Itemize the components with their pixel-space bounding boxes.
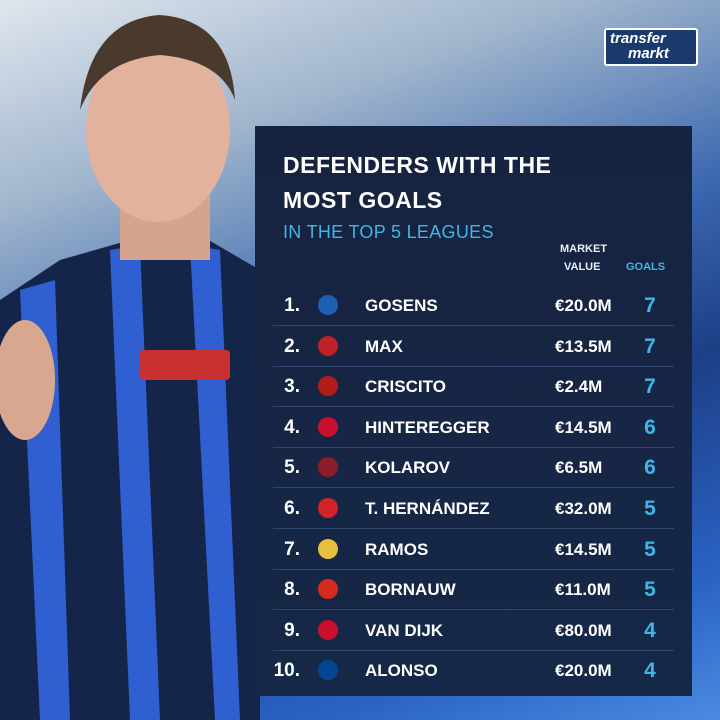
hand — [0, 320, 55, 440]
market-value: €80.0M — [555, 620, 612, 640]
row-separator — [273, 325, 674, 326]
player-name: RAMOS — [365, 539, 429, 559]
face — [86, 38, 230, 222]
goals: 5 — [644, 537, 656, 561]
club-crest — [318, 457, 338, 478]
player-name: MAX — [365, 336, 403, 356]
rank: 3. — [284, 376, 300, 398]
row-separator — [273, 487, 674, 489]
goals: 5 — [644, 497, 656, 520]
goals: 4 — [644, 659, 656, 683]
market-value: €6.5M — [555, 458, 603, 478]
column-header: MARKET — [560, 243, 608, 255]
goals: 7 — [644, 334, 656, 358]
club-crest — [318, 376, 338, 397]
title: MOST GOALS — [283, 187, 443, 213]
market-value: €14.5M — [555, 417, 612, 437]
row-separator — [273, 446, 674, 448]
club-crest — [318, 660, 338, 681]
player-name: T. HERNÁNDEZ — [365, 499, 490, 518]
subtitle: IN THE TOP 5 LEAGUES — [283, 222, 494, 242]
market-value: €13.5M — [555, 336, 612, 356]
club-crest — [318, 619, 338, 640]
rank: 10. — [273, 660, 300, 682]
player-photo — [0, 15, 260, 720]
row-separator — [273, 649, 674, 651]
goals: 5 — [644, 578, 656, 602]
shirt-stripes — [20, 245, 240, 720]
player-name: GOSENS — [365, 296, 438, 315]
player-name: BORNAUW — [365, 580, 456, 600]
market-value: €2.4M — [555, 377, 603, 397]
rank: 7. — [284, 538, 300, 560]
row-separator — [273, 365, 674, 367]
rank: 4. — [284, 416, 300, 438]
rank: 5. — [284, 457, 300, 479]
goals: 4 — [644, 618, 656, 642]
club-crest — [318, 335, 338, 356]
market-value: €11.0M — [555, 580, 611, 600]
row-separator — [273, 568, 674, 570]
rank: 9. — [284, 619, 300, 641]
table-row: 8. BORNAUW €11.0M 5 — [255, 570, 692, 611]
rank: 6. — [284, 498, 300, 519]
table-row: 10. ALONSO €20.0M 4 — [255, 651, 692, 691]
market-value: €32.0M — [555, 499, 612, 518]
table-row: 2. MAX €13.5M 7 — [255, 327, 692, 367]
row-separator — [273, 609, 674, 611]
row-separator — [273, 406, 674, 408]
title: DEFENDERS WITH THE — [283, 152, 552, 178]
goals: 7 — [644, 375, 656, 399]
table-row: 7. RAMOS €14.5M 5 — [255, 530, 692, 570]
market-value: €14.5M — [555, 539, 612, 559]
player-name: ALONSO — [365, 661, 438, 681]
logo: transfer markt — [604, 28, 698, 66]
player-name: VAN DIJK — [365, 620, 444, 640]
table-row: 6. T. HERNÁNDEZ €32.0M 5 — [255, 489, 692, 529]
player-name: HINTEREGGER — [365, 417, 490, 437]
club-crest — [318, 538, 338, 559]
column-header: GOALS — [626, 261, 666, 273]
market-value: €20.0M — [555, 661, 612, 681]
table-row: 4. HINTEREGGER €14.5M 6 — [255, 408, 692, 448]
hair — [80, 15, 235, 110]
logo-text: markt — [628, 45, 669, 62]
table-row: 1. GOSENS €20.0M 7 — [255, 286, 692, 326]
logo-text: transfer — [610, 30, 666, 47]
club-crest — [318, 416, 338, 437]
rank: 1. — [284, 295, 300, 316]
rank: 8. — [284, 579, 300, 601]
column-header: VALUE — [564, 261, 601, 273]
player-name: KOLAROV — [365, 458, 450, 478]
goals: 7 — [644, 294, 656, 317]
club-crest — [318, 579, 338, 600]
goals: 6 — [644, 415, 656, 439]
rank: 2. — [284, 335, 300, 357]
market-value: €20.0M — [555, 296, 612, 315]
player-name: CRISCITO — [365, 377, 446, 397]
table-panel: DEFENDERS WITH THE MOST GOALS IN THE TOP… — [255, 126, 692, 696]
table-row: 5. KOLAROV €6.5M 6 — [255, 448, 692, 489]
sponsor — [140, 350, 230, 380]
row-separator — [273, 528, 674, 529]
club-crest — [318, 295, 338, 315]
club-crest — [318, 498, 338, 518]
table-row: 9. VAN DIJK €80.0M 4 — [255, 611, 692, 651]
goals: 6 — [644, 456, 656, 480]
table-row: 3. CRISCITO €2.4M 7 — [255, 367, 692, 408]
